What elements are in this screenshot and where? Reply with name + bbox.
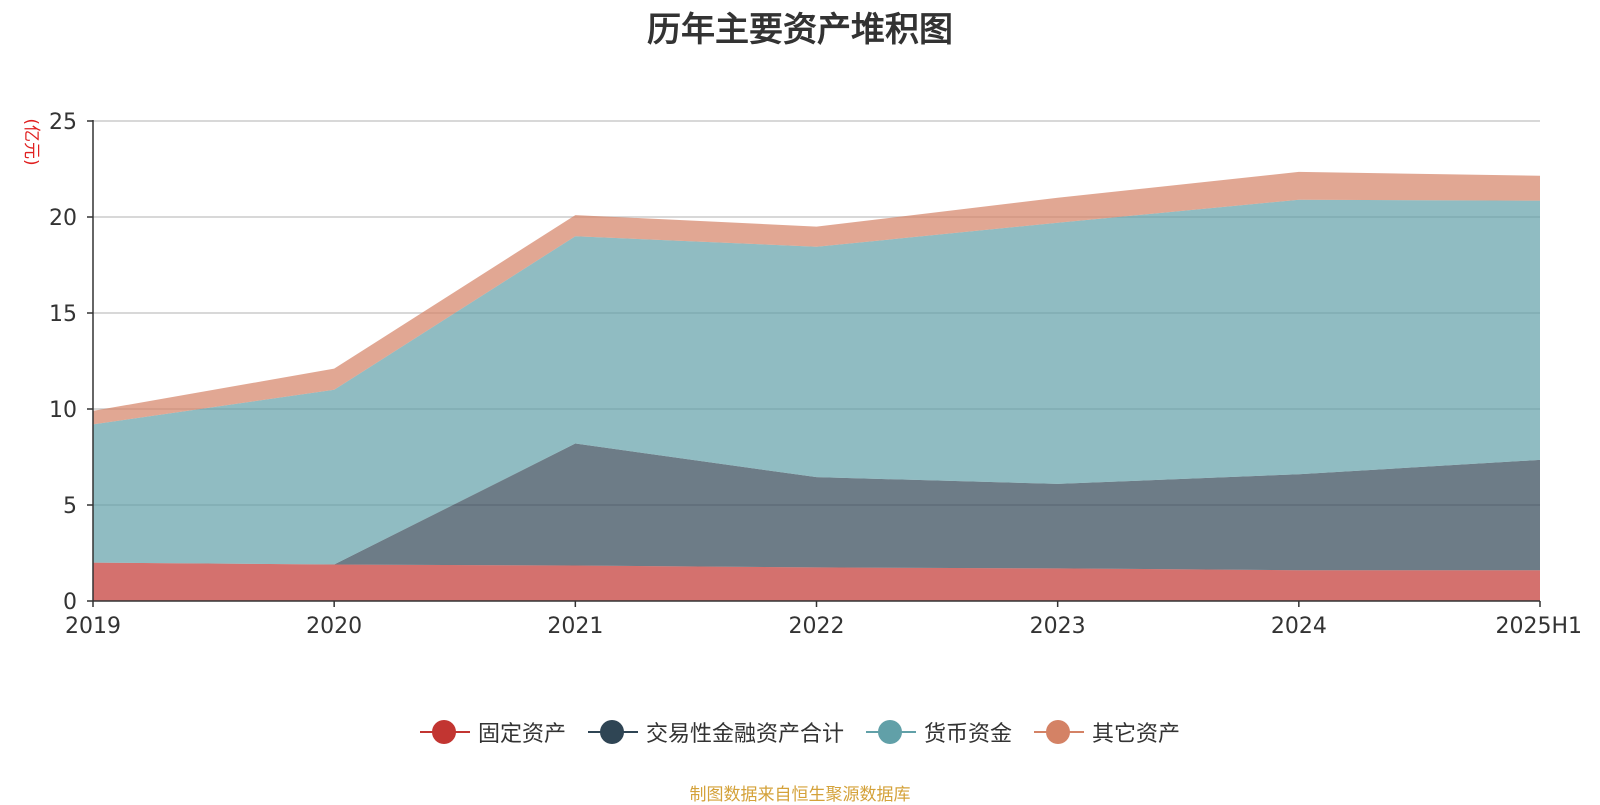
legend-item-1[interactable]: 交易性金融资产合计: [587, 716, 844, 748]
area-series-1[interactable]: [93, 443, 1540, 571]
y-tick-label: 20: [49, 206, 77, 231]
y-axis-unit-label: (亿元): [21, 118, 41, 165]
area-series-3[interactable]: [93, 171, 1540, 425]
y-tick-label: 25: [49, 110, 77, 135]
y-tick-label: 5: [63, 494, 77, 519]
legend-item-2[interactable]: 货币资金: [866, 716, 1012, 748]
legend: 固定资产 交易性金融资产合计 货币资金 其它资产: [0, 716, 1600, 748]
legend-marker-icon: [866, 719, 916, 745]
legend-label: 固定资产: [477, 722, 566, 747]
y-tick-label: 0: [63, 590, 77, 615]
chart-title: 历年主要资产堆积图: [647, 10, 953, 50]
legend-marker-icon: [419, 719, 470, 745]
area-series-2[interactable]: [93, 199, 1540, 565]
x-tick-label: 2023: [1030, 614, 1086, 639]
x-tick-label: 2022: [789, 614, 845, 639]
x-tick-label: 2021: [547, 614, 603, 639]
x-tick-label: 2025H1: [1495, 614, 1582, 639]
legend-label: 货币资金: [924, 722, 1013, 747]
area-series-layer: [93, 171, 1540, 601]
legend-marker-icon: [1034, 719, 1085, 745]
y-tick-label: 10: [49, 398, 77, 423]
area-series-0[interactable]: [93, 562, 1540, 601]
legend-label: 其它资产: [1092, 722, 1181, 747]
x-tick-label: 2019: [65, 614, 121, 639]
legend-marker-icon: [587, 719, 638, 745]
legend-item-0[interactable]: 固定资产: [419, 716, 566, 748]
axes: 0 5 10 15 20 25 2019 2020 2021 2022 2023 2024 2025H1: [49, 110, 1582, 639]
legend-item-3[interactable]: 其它资产: [1034, 716, 1180, 748]
x-tick-label: 2024: [1271, 614, 1327, 639]
y-tick-label: 15: [49, 302, 77, 327]
legend-label: 交易性金融资产合计: [645, 722, 844, 747]
x-tick-label: 2020: [306, 614, 362, 639]
source-note: 制图数据来自恒生聚源数据库: [689, 785, 911, 805]
